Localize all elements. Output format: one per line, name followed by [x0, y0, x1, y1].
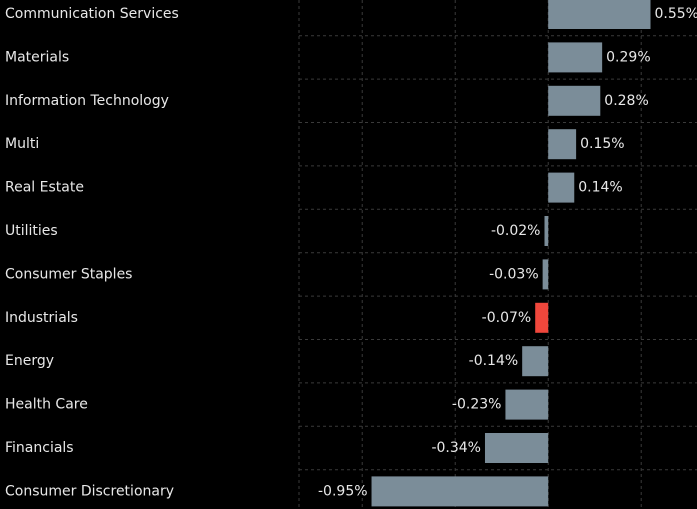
- category-label: Industrials: [5, 310, 78, 326]
- value-label: -0.03%: [489, 266, 539, 282]
- value-label: 0.29%: [606, 49, 650, 65]
- bar: [522, 346, 549, 377]
- bar: [548, 85, 601, 116]
- bar: [548, 129, 577, 160]
- bar: [544, 216, 549, 246]
- category-label: Energy: [5, 353, 54, 369]
- value-label: 0.15%: [580, 136, 624, 152]
- value-label: 0.55%: [655, 6, 697, 22]
- value-label: -0.95%: [318, 483, 368, 499]
- bar: [371, 476, 549, 507]
- value-label: 0.14%: [578, 180, 622, 196]
- value-label: -0.07%: [482, 310, 532, 326]
- category-label: Utilities: [5, 223, 58, 239]
- category-label: Financials: [5, 440, 74, 456]
- category-label: Information Technology: [5, 93, 169, 109]
- category-label: Communication Services: [5, 6, 179, 22]
- category-label: Materials: [5, 49, 69, 65]
- category-label: Consumer Discretionary: [5, 483, 174, 499]
- value-label: -0.14%: [469, 353, 519, 369]
- bar: [542, 259, 549, 290]
- bar: [548, 172, 575, 203]
- category-label: Consumer Staples: [5, 266, 132, 282]
- category-label: Real Estate: [5, 180, 84, 196]
- value-label: -0.02%: [491, 223, 541, 239]
- bar: [535, 302, 549, 333]
- value-label: -0.23%: [452, 397, 502, 413]
- value-label: -0.34%: [431, 440, 481, 456]
- category-label: Multi: [5, 136, 39, 152]
- bar: [548, 42, 603, 73]
- bar: [484, 433, 549, 463]
- bar: [505, 389, 549, 420]
- bar: [548, 0, 651, 29]
- value-label: 0.28%: [604, 93, 648, 109]
- category-label: Health Care: [5, 397, 88, 413]
